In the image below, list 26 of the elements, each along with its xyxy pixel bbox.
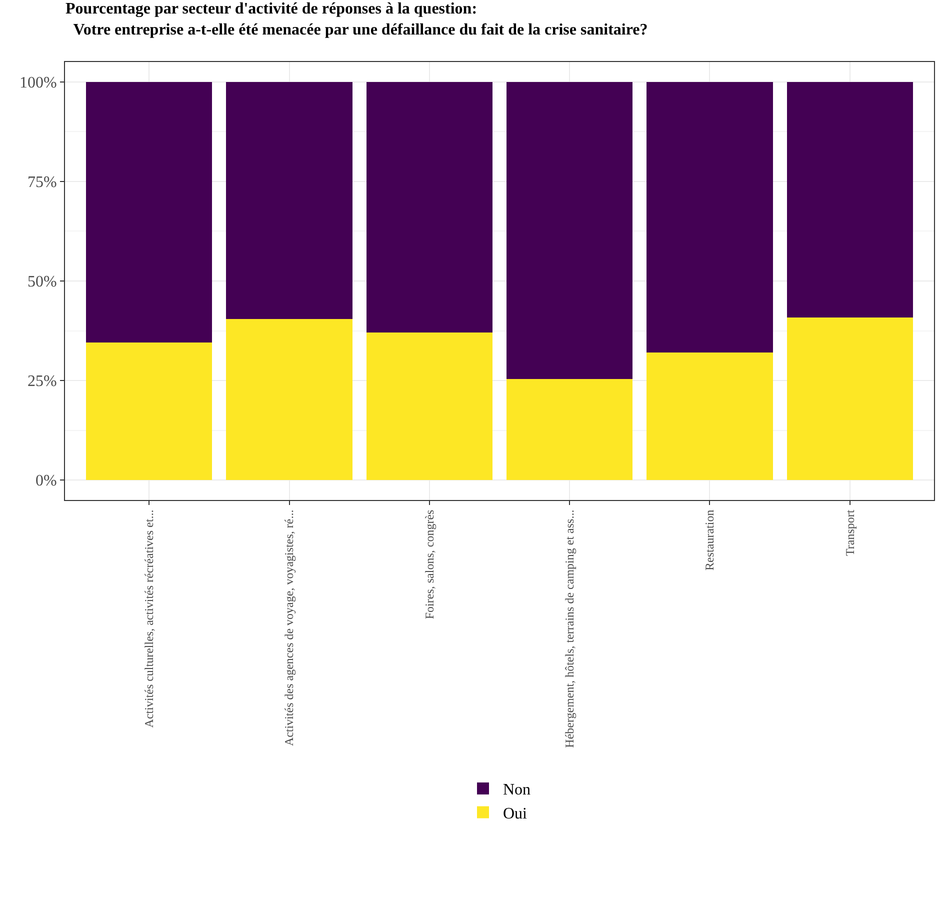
x-tick-label: Activités culturelles, activités récréatives et...	[142, 510, 156, 728]
bar	[366, 82, 492, 332]
x-tick-label: Activités des agences de voyage, voyagistes, ré...	[282, 510, 296, 746]
bar	[86, 82, 212, 342]
chart-title: Pourcentage par secteur d'activité de réponses à la question: Votre entreprise a-t-elle été menacée par une défaillance du fait de la crise sanitaire?	[66, 0, 648, 38]
x-tick-label: Hébergement, hôtels, terrains de camping et ass...	[562, 510, 576, 748]
bar	[646, 82, 773, 352]
bar	[366, 332, 492, 480]
x-tick-label: Transport	[842, 509, 857, 556]
legend-label: Non	[503, 782, 531, 799]
y-tick-label: 50%	[27, 274, 57, 291]
bar	[786, 82, 913, 318]
x-tick-label: Foires, salons, congrès	[422, 509, 436, 620]
bar	[646, 352, 773, 480]
y-tick-label: 100%	[19, 74, 57, 92]
legend-label: Oui	[503, 806, 528, 822]
y-tick-label: 0%	[35, 472, 57, 490]
bar	[506, 82, 633, 379]
bar	[786, 318, 913, 480]
bar	[506, 378, 633, 480]
bar	[86, 342, 212, 480]
bar	[226, 318, 352, 480]
y-tick-label: 25%	[27, 373, 57, 390]
bar	[226, 82, 352, 319]
y-tick-label: 75%	[27, 174, 57, 192]
x-tick-label: Restauration	[702, 510, 717, 570]
